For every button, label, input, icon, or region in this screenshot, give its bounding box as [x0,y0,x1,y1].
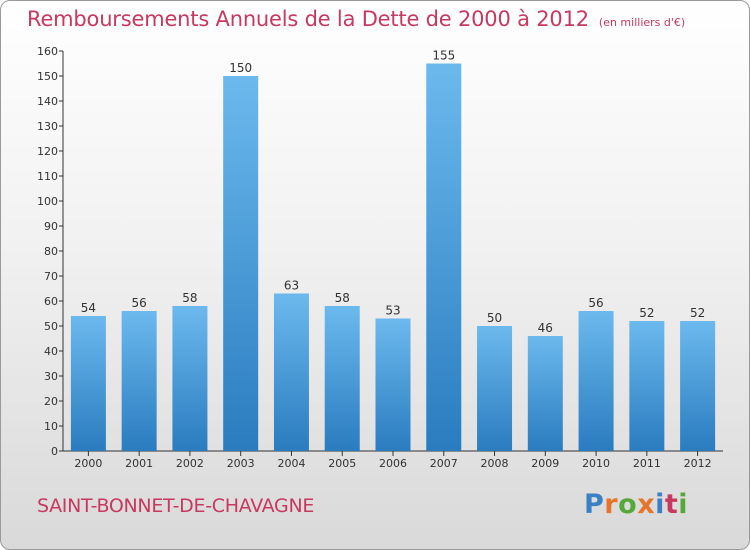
y-tick-label: 30 [44,370,58,383]
logo-letter: r [604,489,619,520]
chart-title: Remboursements Annuels de la Dette de 20… [27,7,589,31]
chart-title-block: Remboursements Annuels de la Dette de 20… [27,7,685,31]
data-label-2009: 46 [538,321,553,335]
logo-letter: i [655,489,665,520]
data-label-2004: 63 [284,279,299,293]
y-tick-label: 80 [44,245,58,258]
data-label-2001: 56 [132,296,147,310]
y-tick-label: 20 [44,395,58,408]
y-tick-label: 140 [37,95,58,108]
x-tick-label: 2012 [684,457,712,470]
y-tick-label: 40 [44,345,58,358]
logo-letter: i [678,489,689,520]
data-label-2010: 56 [588,296,603,310]
data-label-2006: 53 [385,304,400,318]
data-labels: 54 56 58 150 63 58 53 155 50 46 56 52 52 [81,49,706,336]
data-label-2002: 58 [182,291,197,305]
bars [70,63,716,451]
x-tick-label: 2009 [531,457,559,470]
y-tick-label: 100 [37,195,58,208]
bar-2008 [477,326,513,451]
data-label-2000: 54 [81,301,96,315]
logo-letter: t [664,489,679,520]
y-tick-label: 120 [37,145,58,158]
y-tick-label: 60 [44,295,58,308]
x-tick-label: 2000 [74,457,102,470]
x-tick-label: 2003 [227,457,255,470]
y-tick-label: 160 [37,45,58,58]
bar-2009 [527,336,563,451]
bar-2007 [426,63,462,451]
y-tick-label: 130 [37,120,58,133]
bar-2001 [121,311,157,451]
commune-name: SAINT-BONNET-DE-CHAVAGNE [37,495,315,517]
bar-2012 [680,321,716,451]
bar-2002 [172,306,208,451]
data-label-2008: 50 [487,311,502,325]
proxiti-logo: Proxiti [584,489,688,520]
y-tick-label: 0 [51,445,58,458]
x-tick-label: 2006 [379,457,407,470]
y-axis: 0 10 20 30 40 50 60 70 80 90 100 110 120 130 140 150 160 [37,45,64,458]
bar-2000 [70,316,106,451]
logo-letter: o [618,489,638,520]
chart-subtitle: (en milliers d'€) [598,16,686,29]
y-tick-label: 70 [44,270,58,283]
logo-letter: x [637,489,656,520]
y-tick-label: 10 [44,420,58,433]
data-label-2003: 150 [229,61,252,75]
x-tick-label: 2005 [328,457,356,470]
x-tick-label: 2002 [176,457,204,470]
x-tick-label: 2011 [633,457,661,470]
bar-2010 [578,311,614,451]
logo-letter: P [584,489,605,520]
x-axis: 2000 2001 2002 2003 2004 2005 2006 2007 2008 2009… [63,450,723,470]
bar-2003 [223,76,259,451]
x-tick-label: 2001 [125,457,153,470]
data-label-2012: 52 [690,306,705,320]
data-label-2007: 155 [432,49,455,63]
y-tick-label: 110 [37,170,58,183]
bar-2005 [324,306,360,451]
bar-2011 [629,321,665,451]
data-label-2005: 58 [335,291,350,305]
data-label-2011: 52 [639,306,654,320]
x-tick-label: 2010 [582,457,610,470]
y-tick-label: 50 [44,320,58,333]
x-tick-label: 2008 [481,457,509,470]
x-tick-label: 2007 [430,457,458,470]
bar-2006 [375,318,411,451]
bar-2004 [273,293,309,451]
y-tick-label: 90 [44,220,58,233]
x-tick-label: 2004 [277,457,305,470]
y-tick-label: 150 [37,70,58,83]
